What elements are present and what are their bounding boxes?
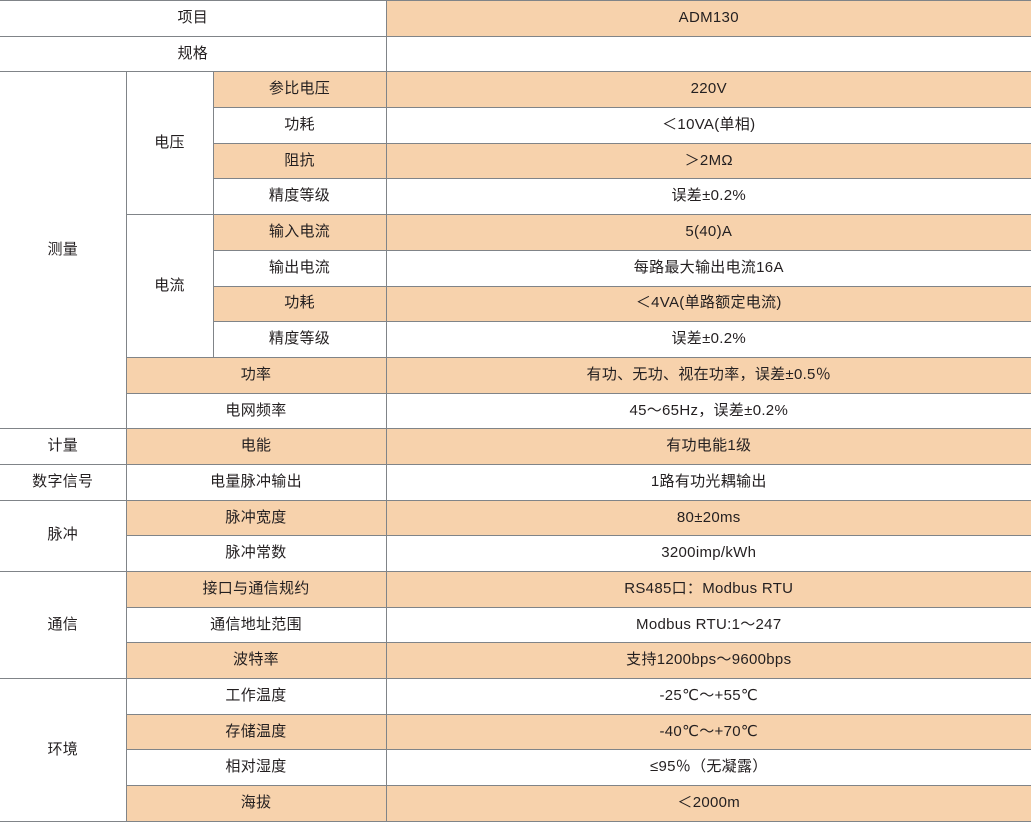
table-row: 环境 工作温度 -25℃～+55℃ [0, 678, 1031, 822]
parameter-value: 每路最大输出电流16A [385, 249, 1031, 287]
parameter-label: 海拔 [126, 785, 387, 822]
parameter-value: 误差±0.2% [385, 178, 1031, 216]
table-row: 电网频率 45～65Hz，误差±0.2% [0, 392, 1031, 430]
parameter-label: 功率 [126, 356, 387, 394]
parameter-label: 接口与通信规约 [125, 571, 387, 608]
parameter-label: 输入电流 [212, 214, 387, 251]
parameter-label: 相对湿度 [126, 749, 387, 787]
table-row: 精度等级 误差±0.2% [0, 321, 1031, 358]
parameter-label: 功耗 [213, 285, 387, 323]
table-row: 通信 接口与通信规约 RS485口：Modbus RTU [0, 570, 1031, 680]
parameter-label: 电网频率 [126, 392, 387, 430]
section-label-metering: 计量 [0, 428, 127, 465]
parameter-value: ≤95％（无凝露） [385, 749, 1031, 787]
table-row: 电流 输入电流 5(40)A [0, 214, 1031, 358]
table-row: 功率 有功、无功、视在功率，误差±0.5％ [0, 356, 1031, 394]
table-row: 功耗 ＜4VA(单路额定电流) [0, 285, 1031, 323]
table-row: 数字信号 电量脉冲输出 1路有功光耦输出 [0, 463, 1031, 501]
parameter-label: 参比电压 [212, 71, 387, 109]
parameter-value: 80±20ms [385, 499, 1031, 537]
parameter-value: ＞2MΩ [385, 142, 1031, 180]
parameter-value: 有功电能1级 [385, 428, 1031, 465]
table-row: 海拔 ＜2000m [0, 785, 1031, 822]
table-row-item: 项目 ADM130 [0, 0, 1031, 37]
section-label-pulse: 脉冲 [0, 499, 127, 573]
parameter-label: 电量脉冲输出 [125, 463, 387, 501]
parameter-label: 阻抗 [213, 142, 387, 180]
parameter-value: -40℃～+70℃ [385, 713, 1031, 751]
parameter-label: 电能 [125, 428, 387, 465]
section-label-environment: 环境 [0, 678, 127, 822]
table-row: 功耗 ＜10VA(单相) [0, 107, 1031, 144]
header-spec-value [385, 35, 1031, 73]
parameter-label: 波特率 [126, 642, 387, 680]
parameter-value: 有功、无功、视在功率，误差±0.5％ [385, 356, 1031, 394]
section-label-communication: 通信 [0, 570, 127, 680]
table-row: 计量 电能 有功电能1级 [0, 428, 1031, 465]
parameter-value: Modbus RTU:1～247 [385, 606, 1031, 644]
parameter-label: 通信地址范围 [126, 606, 387, 644]
header-spec-label: 规格 [0, 35, 387, 73]
table-row: 存储温度 -40℃～+70℃ [0, 713, 1031, 751]
parameter-label: 脉冲宽度 [125, 499, 387, 537]
table-row: 测量 电压 参比电压 220V [0, 71, 1031, 430]
table-row: 通信地址范围 Modbus RTU:1～247 [0, 606, 1031, 644]
parameter-value: 3200imp/kWh [385, 535, 1031, 572]
header-item-label: 项目 [0, 0, 387, 37]
parameter-label: 精度等级 [213, 178, 387, 216]
table-row: 阻抗 ＞2MΩ [0, 142, 1031, 180]
header-model-value: ADM130 [385, 0, 1031, 37]
parameter-value: -25℃～+55℃ [385, 678, 1031, 715]
table-row: 脉冲 脉冲宽度 80±20ms [0, 499, 1031, 573]
table-row: 输出电流 每路最大输出电流16A [0, 249, 1031, 287]
group-label-current: 电流 [126, 214, 214, 358]
parameter-value: ＜2000m [385, 785, 1031, 822]
parameter-value: 1路有功光耦输出 [385, 463, 1031, 501]
parameter-value: 支持1200bps～9600bps [385, 642, 1031, 680]
parameter-label: 工作温度 [125, 678, 387, 715]
table-row: 脉冲常数 3200imp/kWh [0, 535, 1031, 572]
parameter-label: 精度等级 [213, 321, 387, 358]
parameter-label: 存储温度 [126, 713, 387, 751]
table-row: 波特率 支持1200bps～9600bps [0, 642, 1031, 680]
section-label-digital-signal: 数字信号 [0, 463, 127, 501]
parameter-value: 45～65Hz，误差±0.2% [385, 392, 1031, 430]
table-row: 相对湿度 ≤95％（无凝露） [0, 749, 1031, 787]
group-label-voltage: 电压 [125, 71, 214, 216]
parameter-value: RS485口：Modbus RTU [385, 571, 1031, 608]
table-row-spec: 规格 [0, 35, 1031, 73]
parameter-value: 5(40)A [385, 214, 1031, 251]
parameter-value: 220V [385, 71, 1031, 109]
parameter-label: 脉冲常数 [126, 535, 387, 572]
parameter-label: 功耗 [213, 107, 387, 144]
parameter-value: ＜4VA(单路额定电流) [385, 285, 1031, 323]
parameter-label: 输出电流 [213, 249, 387, 287]
section-label-measurement: 测量 [0, 71, 127, 430]
parameter-value: ＜10VA(单相) [385, 107, 1031, 144]
parameter-value: 误差±0.2% [385, 321, 1031, 358]
